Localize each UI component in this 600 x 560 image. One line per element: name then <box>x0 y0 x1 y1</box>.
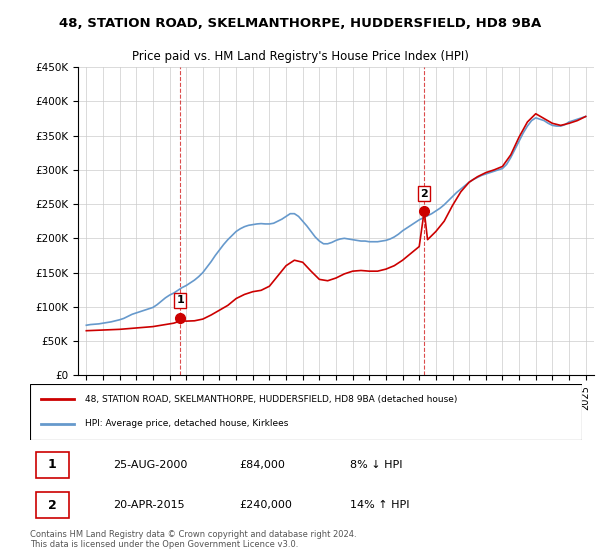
Text: £240,000: £240,000 <box>240 500 293 510</box>
Text: 48, STATION ROAD, SKELMANTHORPE, HUDDERSFIELD, HD8 9BA: 48, STATION ROAD, SKELMANTHORPE, HUDDERS… <box>59 17 541 30</box>
FancyBboxPatch shape <box>30 384 582 440</box>
Text: 48, STATION ROAD, SKELMANTHORPE, HUDDERSFIELD, HD8 9BA (detached house): 48, STATION ROAD, SKELMANTHORPE, HUDDERS… <box>85 395 458 404</box>
FancyBboxPatch shape <box>35 492 68 519</box>
Text: HPI: Average price, detached house, Kirklees: HPI: Average price, detached house, Kirk… <box>85 419 289 428</box>
Text: 14% ↑ HPI: 14% ↑ HPI <box>350 500 410 510</box>
Text: 25-AUG-2000: 25-AUG-2000 <box>113 460 187 470</box>
Text: Contains HM Land Registry data © Crown copyright and database right 2024.
This d: Contains HM Land Registry data © Crown c… <box>30 530 356 549</box>
Text: £84,000: £84,000 <box>240 460 286 470</box>
Text: 20-APR-2015: 20-APR-2015 <box>113 500 184 510</box>
Text: Price paid vs. HM Land Registry's House Price Index (HPI): Price paid vs. HM Land Registry's House … <box>131 50 469 63</box>
Text: 1: 1 <box>48 458 56 471</box>
Text: 2: 2 <box>48 499 56 512</box>
Text: 1: 1 <box>176 295 184 305</box>
FancyBboxPatch shape <box>35 452 68 478</box>
Text: 8% ↓ HPI: 8% ↓ HPI <box>350 460 403 470</box>
Text: 2: 2 <box>421 189 428 199</box>
